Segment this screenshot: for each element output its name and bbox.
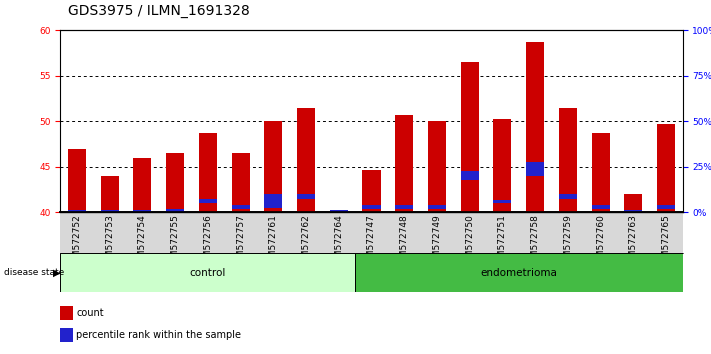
Bar [232,205,250,209]
Bar [657,205,675,209]
Text: GSM572763: GSM572763 [629,215,638,269]
Text: count: count [77,308,104,318]
Bar [493,119,511,212]
Bar [592,133,610,212]
Text: GSM572764: GSM572764 [334,215,343,269]
Bar [526,162,544,176]
Text: GSM572750: GSM572750 [465,215,474,269]
Bar [232,153,250,212]
FancyBboxPatch shape [355,253,683,292]
Bar [264,194,282,208]
Bar [363,170,380,212]
Bar [428,121,446,212]
Text: GSM572749: GSM572749 [432,215,442,269]
Text: GSM572747: GSM572747 [367,215,376,269]
Bar [461,62,479,212]
Bar [559,194,577,199]
Bar [493,200,511,203]
Text: GSM572756: GSM572756 [203,215,213,269]
Text: GSM572748: GSM572748 [400,215,409,269]
Text: GSM572765: GSM572765 [662,215,670,269]
Bar [330,210,348,212]
Bar [60,327,73,342]
Bar [166,209,184,212]
Bar [100,210,119,212]
Text: GSM572752: GSM572752 [73,215,81,269]
Text: control: control [190,268,226,278]
Text: GSM572753: GSM572753 [105,215,114,269]
Text: GSM572758: GSM572758 [530,215,540,269]
Text: GSM572760: GSM572760 [597,215,605,269]
FancyBboxPatch shape [60,253,355,292]
Text: disease state: disease state [4,268,64,277]
Text: GSM572761: GSM572761 [269,215,278,269]
Bar [133,158,151,212]
Bar [624,210,643,212]
Bar [461,171,479,181]
Text: GSM572754: GSM572754 [138,215,146,269]
Text: percentile rank within the sample: percentile rank within the sample [77,330,242,340]
Text: GSM572762: GSM572762 [301,215,311,269]
Bar [297,194,315,199]
Text: GDS3975 / ILMN_1691328: GDS3975 / ILMN_1691328 [68,4,250,18]
Text: GSM572755: GSM572755 [171,215,180,269]
Bar [592,205,610,209]
Bar [428,205,446,209]
Bar [526,42,544,212]
Bar [657,124,675,212]
Text: GSM572759: GSM572759 [563,215,572,269]
Text: GSM572757: GSM572757 [236,215,245,269]
Bar [395,115,413,212]
Text: ▶: ▶ [53,268,60,278]
Bar [199,133,217,212]
Bar [199,199,217,203]
Bar [297,108,315,212]
Bar [363,205,380,209]
Bar [133,210,151,212]
Text: GSM572751: GSM572751 [498,215,507,269]
Bar [68,149,86,212]
Bar [395,205,413,209]
Text: endometrioma: endometrioma [481,268,557,278]
Bar [166,153,184,212]
Bar [60,306,73,320]
Bar [624,194,643,212]
Bar [68,210,86,212]
Bar [330,210,348,212]
Bar [100,176,119,212]
Bar [559,108,577,212]
Bar [264,121,282,212]
